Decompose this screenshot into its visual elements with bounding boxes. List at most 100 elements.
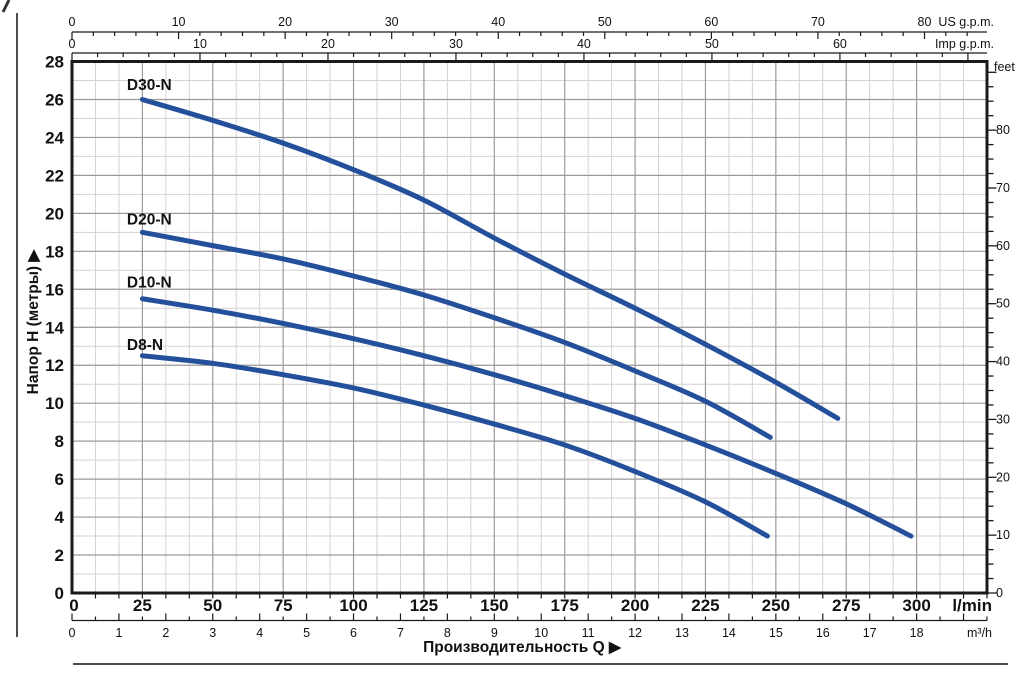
- tick-label: 60: [996, 239, 1010, 253]
- x-axis-title: Производительность Q ▶: [423, 639, 622, 656]
- tick-label: 10: [193, 37, 207, 51]
- tick-label: 22: [45, 166, 64, 185]
- tick-label: 80: [996, 123, 1010, 137]
- axis-us-gpm-unit-label: US g.p.m.: [938, 15, 994, 29]
- tick-label: 24: [45, 128, 64, 147]
- tick-label: 125: [410, 596, 438, 615]
- tick-label: 150: [480, 596, 508, 615]
- tick-label: 50: [598, 15, 612, 29]
- tick-label: 12: [45, 356, 64, 375]
- bottom-border-tick-stubs: [94, 594, 988, 599]
- tick-label: 4: [256, 626, 263, 640]
- tick-label: 6: [55, 470, 64, 489]
- tick-label: 20: [321, 37, 335, 51]
- tick-label: 30: [385, 15, 399, 29]
- tick-label: 10: [45, 394, 64, 413]
- x-axis-title-group: Производительность Q ▶: [423, 639, 622, 656]
- tick-label: 40: [996, 355, 1010, 369]
- axis-imp-gpm: 0 10 20 30 40 50 60 Imp g.p.m.: [69, 37, 994, 60]
- tick-label: 75: [274, 596, 293, 615]
- tick-label: 25: [133, 596, 152, 615]
- lmin-unit-label: l/min: [952, 596, 992, 615]
- tick-label: 13: [675, 626, 689, 640]
- tick-label: 8: [55, 432, 64, 451]
- tick-label: 14: [722, 626, 736, 640]
- tick-label: 0: [996, 586, 1003, 600]
- tick-label: 7: [397, 626, 404, 640]
- tick-label: 16: [816, 626, 830, 640]
- tick-label: 70: [996, 181, 1010, 195]
- tick-label: 20: [45, 204, 64, 223]
- tick-label: 8: [444, 626, 451, 640]
- corner-mark: [1, 0, 11, 13]
- page-rules: [1, 0, 1008, 665]
- tick-label: 26: [45, 90, 64, 109]
- axis-feet: 0 10 20 30 40 50 60 70 80 feet: [988, 60, 1015, 600]
- curve-D8-N: [139, 353, 770, 539]
- tick-label: 18: [910, 626, 924, 640]
- feet-unit-label: feet: [994, 60, 1015, 74]
- tick-label: 30: [996, 412, 1010, 426]
- tick-label: 0: [69, 37, 76, 51]
- tick-label: 15: [769, 626, 783, 640]
- tick-label: 18: [45, 242, 64, 261]
- curve-label-D8-N: D8-N: [127, 337, 163, 354]
- tick-label: 30: [449, 37, 463, 51]
- tick-label: 50: [705, 37, 719, 51]
- tick-label: 175: [551, 596, 579, 615]
- y-axis-title: Напор H (метры) ▶: [25, 249, 42, 395]
- tick-label: 20: [996, 470, 1010, 484]
- tick-label: 4: [55, 508, 65, 527]
- axis-us-gpm: 0 10 20 30 40 50 60 70 80 US g.p.m.: [69, 15, 994, 39]
- tick-label: 2: [162, 626, 169, 640]
- curve-D10-N: [139, 296, 914, 539]
- tick-label: 9: [491, 626, 498, 640]
- tick-label: 0: [69, 626, 76, 640]
- tick-label: 12: [628, 626, 642, 640]
- tick-label: 225: [691, 596, 719, 615]
- tick-label: 10: [172, 15, 186, 29]
- tick-label: 300: [902, 596, 930, 615]
- curve-label-D10-N: D10-N: [127, 274, 172, 291]
- curve-D20-N: [139, 229, 773, 440]
- tick-label: 16: [45, 280, 64, 299]
- tick-label: 11: [582, 626, 595, 640]
- tick-label: 17: [863, 626, 877, 640]
- pump-curves: D30-N D20-N D10-N D8-N: [127, 77, 914, 539]
- tick-label: 0: [55, 584, 64, 603]
- axis-imp-gpm-unit-label: Imp g.p.m.: [935, 37, 994, 51]
- tick-label: 60: [704, 15, 718, 29]
- tick-label: 275: [832, 596, 860, 615]
- curve-label-D30-N: D30-N: [127, 77, 172, 94]
- tick-label: 0: [69, 596, 78, 615]
- tick-label: 50: [203, 596, 222, 615]
- tick-label: 100: [339, 596, 367, 615]
- tick-label: 60: [833, 37, 847, 51]
- tick-label: 14: [45, 318, 64, 337]
- axis-lmin: 0 25 50 75 100 125 150 175 200 225 250 275 300 l/min: [69, 596, 992, 615]
- plot-border: [70, 60, 989, 595]
- tick-label: 2: [55, 546, 64, 565]
- axis-m3h: 0 1 2 3 4 5 6 7 8 9 10 11 12 13 14 15 16 17 18 m³/h: [69, 613, 992, 640]
- tick-label: 80: [918, 15, 932, 29]
- tick-label: 200: [621, 596, 649, 615]
- m3h-unit-label: m³/h: [967, 626, 992, 640]
- curve-label-D20-N: D20-N: [127, 212, 172, 229]
- tick-label: 40: [491, 15, 505, 29]
- tick-label: 28: [45, 53, 64, 72]
- tick-label: 20: [278, 15, 292, 29]
- tick-label: 250: [762, 596, 790, 615]
- tick-label: 50: [996, 297, 1010, 311]
- tick-label: 40: [577, 37, 591, 51]
- tick-label: 3: [209, 626, 216, 640]
- tick-label: 10: [996, 528, 1010, 542]
- curve-D30-N: [139, 96, 841, 421]
- tick-label: 6: [350, 626, 357, 640]
- tick-label: 0: [69, 15, 76, 29]
- tick-label: 5: [303, 626, 310, 640]
- tick-label: 10: [534, 626, 548, 640]
- tick-label: 70: [811, 15, 825, 29]
